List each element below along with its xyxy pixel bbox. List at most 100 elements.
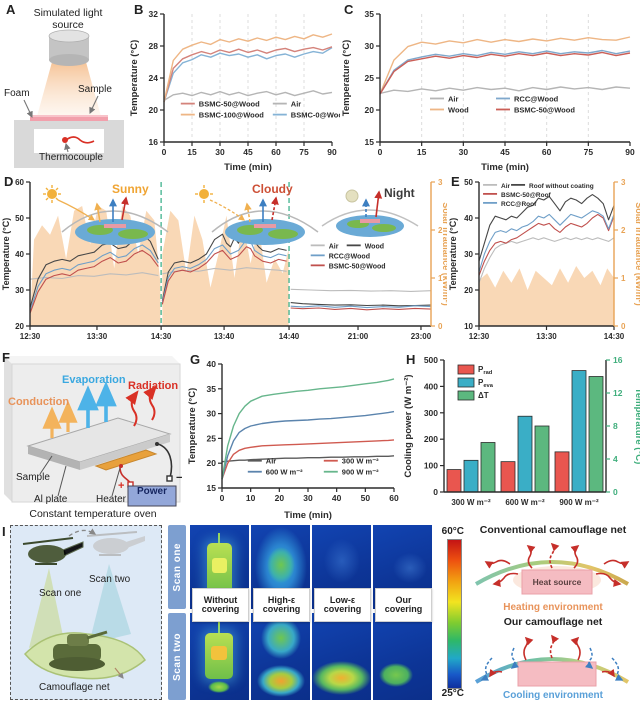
svg-text:10: 10 [246,493,256,503]
svg-text:45: 45 [243,147,253,157]
cooling-arrows [480,634,624,681]
svg-text:13:30: 13:30 [87,332,108,341]
svg-text:30: 30 [459,147,469,157]
svg-text:Time (min): Time (min) [224,162,272,173]
svg-text:60: 60 [389,493,399,503]
svg-text:Peva: Peva [478,378,494,389]
svg-text:0: 0 [433,487,438,497]
chart-c-canvas: 0 15 30 45 60 75 90 15 20 25 30 35 Time (min) Tempera… [340,0,640,174]
svg-text:Air: Air [448,94,459,103]
panel-a-label: A [6,2,16,17]
svg-text:Prad: Prad [478,365,493,376]
tank-turret [67,634,89,646]
svg-text:600 W m⁻²: 600 W m⁻² [266,468,303,477]
svg-text:BSMC-0@Wood: BSMC-0@Wood [291,111,340,120]
svg-text:13:40: 13:40 [214,332,235,341]
colorbar-max-label: 60°C [441,526,464,537]
svg-text:1: 1 [438,274,443,283]
svg-text:RCC@Wood: RCC@Wood [329,253,370,260]
svg-text:40: 40 [15,250,24,259]
panel-a-light-source-diagram: A Simulated light source Foa [2,2,128,170]
svg-text:50: 50 [361,493,371,503]
svg-text:900 W m⁻²: 900 W m⁻² [342,468,379,477]
thermocouple-wire [65,136,95,144]
svg-text:75: 75 [584,147,594,157]
panel-b-label: B [134,2,144,17]
night-phase-label: Night [384,186,415,200]
svg-text:12:30: 12:30 [469,332,490,341]
svg-text:12:30: 12:30 [20,332,41,341]
svg-text:8: 8 [613,421,618,431]
evaporation-label: Evaporation [62,374,126,386]
svg-text:ΔT: ΔT [478,391,489,400]
svg-text:75: 75 [299,147,309,157]
panel-f-oven-diagram: F [0,350,186,525]
svg-text:35: 35 [365,9,375,19]
svg-text:0: 0 [378,147,383,157]
svg-text:0: 0 [613,487,618,497]
col-label-high-e-covering: High-ε covering [253,588,310,622]
radiation-label: Radiation [128,380,179,392]
scan-two-row-bar: Scan two [168,613,186,700]
svg-text:0: 0 [220,493,225,503]
sunny-phase-label: Sunny [112,182,149,196]
svg-text:24: 24 [149,73,159,83]
panel-i-label: I [2,524,6,539]
svg-text:25: 25 [365,73,375,83]
svg-text:14:40: 14:40 [279,332,300,341]
svg-text:14:30: 14:30 [604,332,625,341]
camouflage-net-label: Camouflage net [39,682,110,693]
svg-text:Temperature (°C): Temperature (°C) [187,388,198,464]
svg-text:30: 30 [365,41,375,51]
svg-text:90: 90 [327,147,337,157]
svg-text:25: 25 [207,433,217,443]
light-source-setup-drawing [14,29,124,168]
thermocouple-label: Thermocouple [39,152,103,163]
svg-text:30: 30 [464,250,473,259]
sample-arrow [89,95,99,114]
svg-text:16: 16 [613,355,623,365]
camouflage-scene-box: Scan one Scan two Camouflage net [10,525,162,700]
plate-edge-right [80,434,170,470]
scan-two-label: Scan two [89,574,131,585]
svg-text:400: 400 [424,381,438,391]
svg-text:10: 10 [464,322,473,331]
scan-one-row-bar: Scan one [168,525,186,609]
svg-text:14:30: 14:30 [151,332,172,341]
panel-i-camouflage: I [0,522,640,703]
svg-text:0: 0 [621,322,626,331]
svg-text:500: 500 [424,355,438,365]
svg-text:Time (min): Time (min) [481,162,529,173]
col-label-without-covering: Without covering [192,588,249,622]
svg-text:40: 40 [464,214,473,223]
light-source-title: Simulated light source [33,7,103,31]
svg-text:Air: Air [501,183,511,190]
svg-text:Temperature (°C): Temperature (°C) [341,40,352,116]
svg-text:4: 4 [613,454,618,464]
svg-text:BSMC-50@Wood: BSMC-50@Wood [514,105,575,114]
sample-strip [30,115,108,121]
svg-text:300: 300 [424,408,438,418]
svg-text:40: 40 [207,359,217,369]
panel-g-label: G [190,352,201,367]
heat-source-box [521,569,593,595]
panel-c-label: C [344,2,354,17]
thermal-colorbar [447,539,462,689]
svg-text:20: 20 [464,286,473,295]
svg-text:20: 20 [207,458,217,468]
radiation-arrow [143,385,157,421]
svg-text:Air: Air [329,243,339,250]
thermal-image-our-scan-two [373,613,432,700]
chart-d-canvas: 12:30 13:30 14:30 13:40 14:40 21:00 23:00 20 30 4… [0,174,451,348]
camouflage-net-drawing [23,630,146,680]
thermal-image-without-scan-two [190,613,249,700]
svg-text:35: 35 [207,384,217,394]
svg-text:12: 12 [613,388,623,398]
svg-text:Wood: Wood [365,243,384,250]
svg-text:60: 60 [15,178,24,187]
al-plate-label: Al plate [34,494,68,505]
svg-text:15: 15 [365,137,375,147]
svg-text:BSMC-50@Wood: BSMC-50@Wood [329,263,386,270]
svg-text:15: 15 [187,147,197,157]
svg-text:20: 20 [149,105,159,115]
